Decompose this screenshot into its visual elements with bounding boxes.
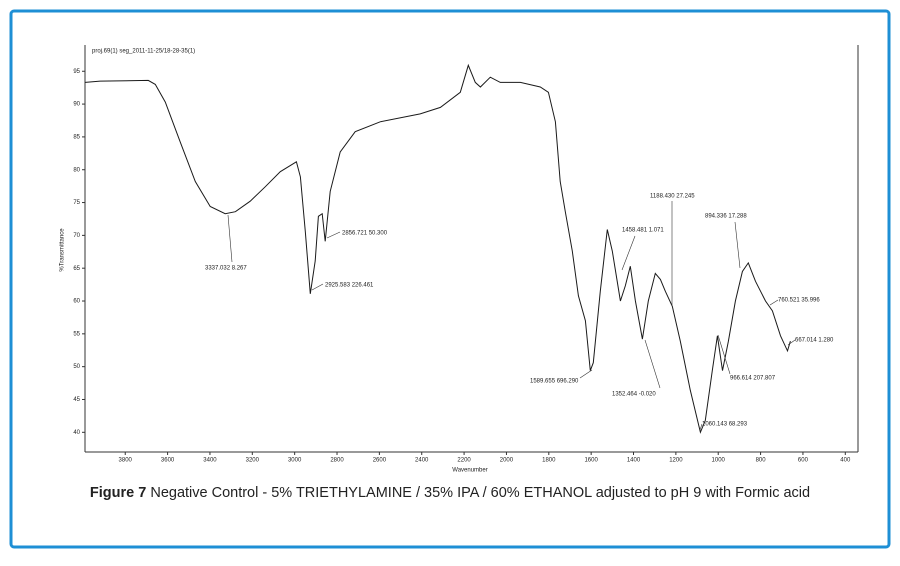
x-tick-label: 2600 xyxy=(373,458,387,464)
annotation-leader xyxy=(699,423,703,431)
annotation: 966.614 207.807 xyxy=(730,376,776,382)
annotation: 2856.721 50.300 xyxy=(342,231,388,237)
x-tick-label: 600 xyxy=(798,458,809,464)
x-tick-label: 3600 xyxy=(161,458,175,464)
annotation-leader xyxy=(734,221,741,269)
annotation-leader xyxy=(311,283,324,291)
x-tick-label: 3200 xyxy=(246,458,260,464)
annotation-leader xyxy=(769,299,779,306)
annotation: 1352.464 -0.020 xyxy=(612,392,656,398)
x-tick-label: 1000 xyxy=(712,458,726,464)
x-tick-label: 1600 xyxy=(584,458,598,464)
figure-frame xyxy=(9,9,891,549)
annotation-leader xyxy=(227,214,233,263)
y-tick-label: 60 xyxy=(73,299,80,305)
annotation: 1589.655 696.290 xyxy=(530,379,579,385)
caption-box: Figure 7 Negative Control - 5% TRIETHYLA… xyxy=(80,484,820,502)
x-tick-label: 800 xyxy=(756,458,767,464)
x-tick-label: 2000 xyxy=(500,458,514,464)
x-tick-label: 3400 xyxy=(203,458,217,464)
x-tick-label: 1800 xyxy=(542,458,556,464)
annotation: 3337.032 8.267 xyxy=(205,266,247,272)
y-tick-label: 55 xyxy=(73,331,80,337)
caption-label: Figure 7 xyxy=(89,485,147,501)
x-tick-label: 3800 xyxy=(119,458,133,464)
y-tick-label: 40 xyxy=(73,430,80,436)
annotation: 894.336 17.288 xyxy=(705,214,747,220)
annotation-leader xyxy=(717,334,731,375)
y-tick-label: 85 xyxy=(73,134,80,140)
annotation: 1458.481 1.071 xyxy=(622,228,664,234)
y-tick-label: 95 xyxy=(73,69,80,75)
annotation-leader xyxy=(787,339,796,346)
y-tick-label: 90 xyxy=(73,102,80,108)
annotation: 2925.583 226.461 xyxy=(325,283,374,289)
annotation: 760.521 35.996 xyxy=(778,298,820,304)
x-tick-label: 2200 xyxy=(457,458,471,464)
annotation-leader xyxy=(644,339,661,389)
y-axis-label: %Transmittance xyxy=(60,228,66,272)
y-tick-label: 50 xyxy=(73,364,80,370)
x-axis-label: Wavenumber xyxy=(452,468,487,474)
annotation: 1188.430 27.245 xyxy=(650,194,695,200)
y-tick-label: 65 xyxy=(73,266,80,272)
x-tick-label: 1400 xyxy=(627,458,641,464)
x-tick-label: 400 xyxy=(840,458,851,464)
x-tick-label: 2800 xyxy=(330,458,344,464)
y-tick-label: 70 xyxy=(73,233,80,239)
annotation: 667.014 1.280 xyxy=(795,338,834,344)
annotation-leader xyxy=(579,369,593,379)
annotation-leader xyxy=(326,231,341,239)
caption-text: Negative Control - 5% TRIETHYLAMINE / 35… xyxy=(150,485,811,501)
x-tick-label: 2400 xyxy=(415,458,429,464)
spectrum-line xyxy=(85,63,791,434)
y-tick-label: 45 xyxy=(73,397,80,403)
x-tick-label: 1200 xyxy=(669,458,683,464)
annotation: 1060.143 68.293 xyxy=(702,422,748,428)
annotation-leader xyxy=(621,235,636,271)
y-tick-label: 75 xyxy=(73,200,80,206)
chart-header: proj.69(1) seg_2011-11-25/18-28-35(1) xyxy=(92,49,195,55)
caption: Figure 7 Negative Control - 5% TRIETHYLA… xyxy=(80,484,820,502)
x-tick-label: 3000 xyxy=(288,458,302,464)
y-tick-label: 80 xyxy=(73,167,80,173)
